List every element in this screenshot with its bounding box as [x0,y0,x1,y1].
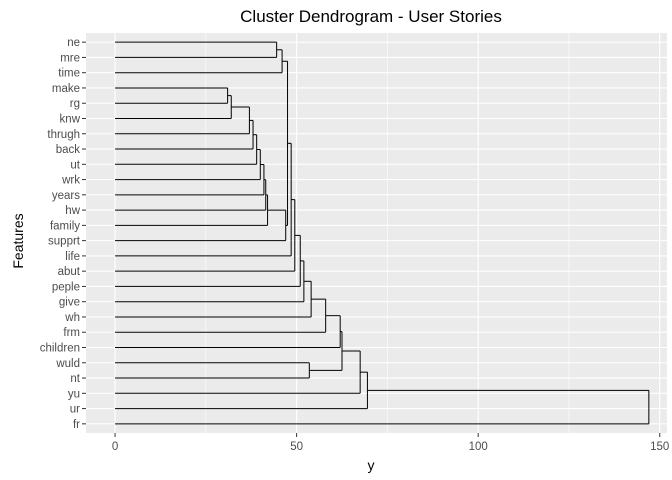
plot-panel [86,33,667,433]
y-tick-label: wuld [55,358,80,370]
y-tick-label: nt [70,373,80,385]
y-tick-label: life [65,251,80,263]
y-tick-label: children [40,343,80,355]
y-tick-label: family [50,220,80,232]
y-tick-label: ur [70,404,80,416]
dendrogram-tree [115,41,650,425]
y-tick-label: thrugh [47,129,80,141]
y-tick-label: hw [65,205,80,217]
x-tick-label: 150 [650,441,669,453]
y-axis-title: Features [10,213,26,268]
y-tick-label: yu [68,388,80,400]
y-tick-label: knw [60,113,81,125]
y-tick-label: give [59,297,80,309]
y-tick-label: time [58,68,80,80]
x-tick-label: 0 [112,441,118,453]
y-tick-label: supprt [48,236,81,248]
y-tick-label: ne [67,37,80,49]
x-tick-label: 100 [469,441,488,453]
panel-background [86,33,667,433]
y-tick-label: ut [70,159,80,171]
y-tick-label: abut [58,266,81,278]
y-tick-label: back [56,144,81,156]
x-axis-title: y [368,457,375,473]
y-tick-label: mre [60,52,80,64]
y-tick-label: peple [52,281,80,293]
dendrogram-merge [115,389,650,425]
y-tick-label: make [52,83,80,95]
y-tick-label: fr [73,419,80,431]
y-tick-label: wh [64,312,80,324]
chart-title: Cluster Dendrogram - User Stories [240,7,502,26]
y-tick-label: years [52,190,80,202]
y-tick-label: wrk [61,175,80,187]
y-tick-label: frm [63,327,80,339]
axes: fr ur yu nt wuld children frm wh give peple abut li… [40,37,670,453]
x-tick-label: 50 [290,441,303,453]
y-tick-label: rg [70,98,80,110]
